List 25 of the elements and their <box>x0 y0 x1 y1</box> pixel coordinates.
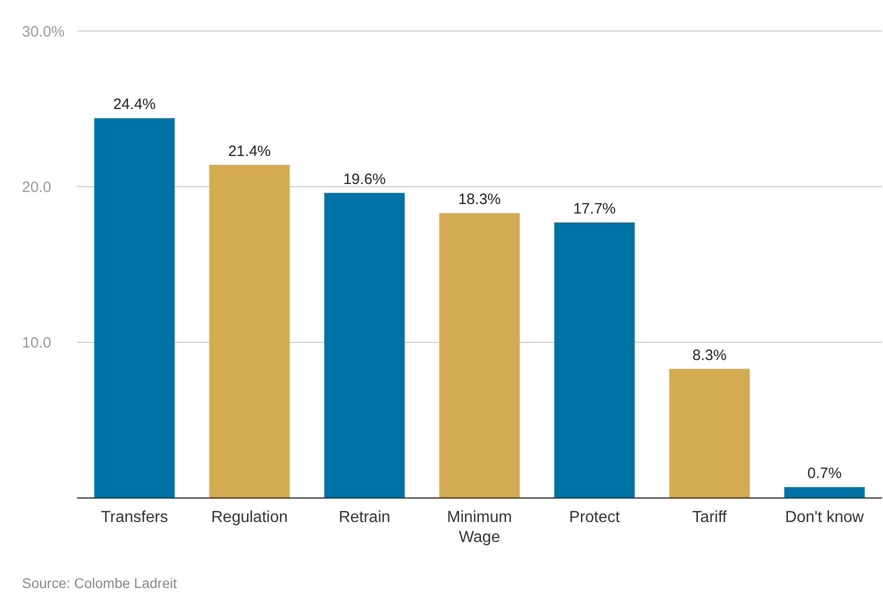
data-label: 8.3% <box>692 346 727 364</box>
bar <box>324 192 405 498</box>
data-label: 19.6% <box>343 170 386 188</box>
y-tick-label: 30.0% <box>22 23 65 40</box>
bar <box>209 164 290 498</box>
bar <box>669 368 750 498</box>
data-label: 0.7% <box>807 465 842 482</box>
source-note: Source: Colombe Ladreit <box>22 575 177 591</box>
x-tick-label: Retrain <box>338 509 390 526</box>
x-tick-label: Transfers <box>101 509 168 526</box>
x-tick-label: Protect <box>569 509 620 526</box>
x-tick-label: Tariff <box>692 509 728 526</box>
data-label: 18.3% <box>458 191 501 208</box>
data-label: 17.7% <box>573 200 616 218</box>
bar <box>554 222 635 498</box>
data-label: 21.4% <box>228 142 271 160</box>
bar <box>439 213 520 498</box>
x-tick-label: Don't know <box>785 509 864 526</box>
bar <box>784 487 865 498</box>
x-tick-label: Minimum Wage <box>447 509 512 546</box>
x-tick-label: Regulation <box>211 509 288 526</box>
y-tick-label: 20.0 <box>22 178 52 196</box>
y-tick-label: 10.0 <box>22 334 52 352</box>
bar <box>94 118 175 498</box>
data-label: 24.4% <box>113 96 156 114</box>
